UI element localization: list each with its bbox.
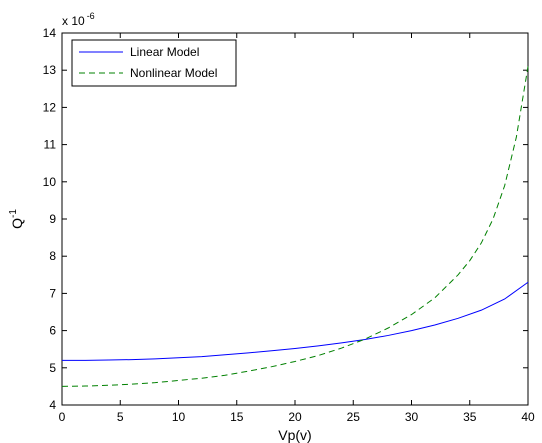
y-multiplier-exponent: -6 (87, 11, 95, 21)
y-tick-label: 12 (43, 100, 57, 114)
y-axis-label-main: Q (9, 218, 25, 229)
y-tick-label: 4 (49, 398, 56, 412)
y-tick-label: 7 (49, 286, 56, 300)
x-tick-label: 20 (288, 410, 302, 424)
y-tick-label: 10 (43, 175, 57, 189)
x-tick-label: 25 (347, 410, 361, 424)
y-tick-label: 13 (43, 63, 57, 77)
y-multiplier-base: x 10 (62, 14, 85, 28)
y-tick-label: 6 (49, 324, 56, 338)
y-axis: 4 5 6 7 8 9 10 11 12 13 14 (43, 26, 528, 412)
x-tick-label: 30 (405, 410, 419, 424)
x-tick-label: 0 (59, 410, 66, 424)
plot-background (61, 32, 529, 406)
x-axis-label: Vp(v) (278, 427, 311, 443)
y-tick-label: 8 (49, 249, 56, 263)
y-tick-label: 14 (43, 26, 57, 40)
x-tick-label: 15 (230, 410, 244, 424)
series-line-linear-model (62, 281, 529, 361)
y-multiplier-label: x 10 -6 (62, 11, 95, 28)
y-axis-label-superscript: -1 (8, 209, 19, 218)
y-tick-label: 5 (49, 361, 56, 375)
y-axis-label: Q-1 (8, 209, 25, 229)
legend-label-nonlinear: Nonlinear Model (130, 66, 217, 80)
series-layer (61, 66, 529, 387)
series-line-nonlinear-model (61, 66, 529, 387)
y-tick-label: 11 (44, 138, 57, 152)
x-tick-label: 35 (463, 410, 477, 424)
legend-box (71, 39, 237, 87)
x-tick-label: 40 (521, 410, 535, 424)
legend: Linear Model Nonlinear Model (71, 39, 237, 87)
x-tick-label: 5 (117, 410, 124, 424)
legend-label-linear: Linear Model (130, 45, 199, 59)
x-tick-label: 10 (172, 410, 186, 424)
y-tick-label: 9 (49, 212, 56, 226)
x-axis: 0 5 10 15 20 25 30 35 40 (59, 33, 535, 424)
plot-area (61, 32, 529, 406)
